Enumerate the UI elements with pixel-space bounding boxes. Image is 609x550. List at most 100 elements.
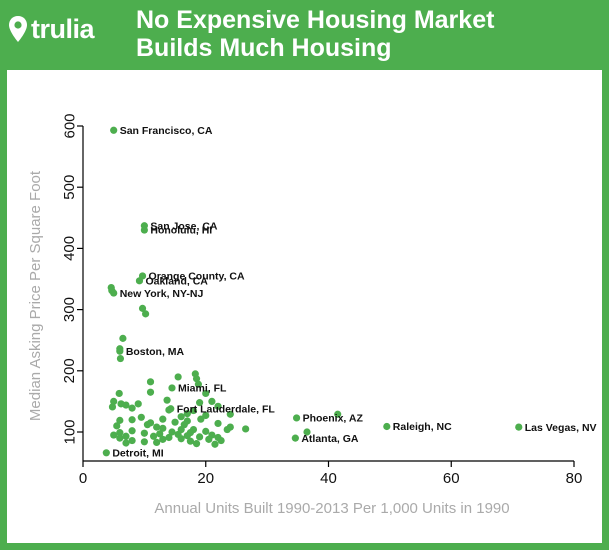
data-point [303, 428, 311, 436]
brand-name: trulia [31, 14, 95, 44]
data-point-labeled [383, 422, 391, 431]
data-point [146, 388, 155, 396]
data-point [177, 435, 185, 443]
title-line-1: No Expensive Housing Market [136, 6, 495, 34]
data-point [192, 375, 201, 383]
point-label: Honolulu, HI [150, 225, 212, 237]
data-point-labeled [168, 384, 176, 392]
point-label: Fort Lauderdale, FL [177, 403, 276, 415]
data-point [116, 429, 124, 437]
trulia-logo: trulia [8, 14, 95, 44]
data-point-labeled [110, 289, 118, 297]
data-point [211, 440, 219, 448]
data-point [159, 415, 167, 423]
data-point [149, 432, 158, 440]
title-line-2: Builds Much Housing [136, 34, 392, 62]
point-label: Raleigh, NC [393, 421, 452, 433]
chart-panel: 100 200 300 400 500 600 0 20 40 60 80 Annual Units … [7, 70, 602, 543]
data-point-labeled [167, 405, 175, 413]
data-point [116, 434, 124, 442]
point-label: Boston, MA [126, 346, 185, 358]
y-tick-label: 100 [61, 419, 78, 444]
data-point [171, 418, 179, 426]
data-point-labeled [116, 347, 124, 355]
y-tick-label: 600 [61, 113, 78, 138]
y-tick-label: 200 [61, 358, 78, 383]
data-point-labeled [135, 277, 144, 285]
data-point [153, 438, 161, 447]
data-point [223, 425, 231, 434]
data-point [128, 404, 136, 412]
data-point [217, 436, 225, 445]
x-tick-label: 80 [566, 470, 583, 487]
point-label: Phoenix, AZ [303, 413, 364, 425]
data-point [142, 310, 150, 318]
point-label: Oakland, CA [145, 276, 208, 288]
x-axis-title: Annual Units Built 1990-2013 Per 1,000 U… [154, 500, 509, 517]
axes: 100 200 300 400 500 600 0 20 40 60 80 Annual Units … [27, 113, 582, 517]
data-point-labeled [102, 449, 110, 457]
data-point [165, 433, 173, 442]
data-point [113, 422, 121, 430]
data-point [183, 432, 191, 440]
data-point [192, 440, 201, 448]
data-point [128, 416, 136, 424]
data-point [334, 410, 342, 418]
data-point [146, 378, 155, 386]
point-label: Orange County, CA [149, 271, 245, 283]
data-point [137, 413, 145, 421]
data-point [115, 389, 123, 398]
data-point [168, 428, 176, 436]
y-axis-title: Median Asking Price Per Square Foot [27, 170, 44, 421]
header-bar: trulia No Expensive Housing Market Build… [0, 0, 609, 70]
data-point [140, 438, 148, 446]
y-tick-label: 400 [61, 236, 78, 261]
x-tick-label: 40 [320, 470, 337, 487]
data-point [116, 354, 125, 363]
scatter-plot: 100 200 300 400 500 600 0 20 40 60 80 Annual Units … [27, 113, 597, 517]
data-point [140, 429, 148, 437]
chart-title: No Expensive Housing Market Builds Much … [136, 6, 606, 62]
data-point [153, 423, 161, 431]
data-point [122, 432, 130, 440]
point-label: Miami, FL [178, 383, 227, 395]
data-point [128, 436, 136, 445]
data-point [119, 334, 127, 342]
point-label: New York, NY-NJ [120, 288, 204, 300]
data-point [108, 403, 117, 411]
data-point [159, 435, 167, 443]
data-point [177, 413, 185, 421]
data-points [102, 126, 523, 457]
data-point [226, 410, 234, 418]
point-label: Las Vegas, NV [525, 422, 597, 434]
data-point-labeled [292, 414, 301, 422]
data-point [202, 389, 210, 398]
data-point [202, 411, 210, 420]
data-point [202, 427, 210, 435]
location-pin-icon [9, 16, 27, 42]
data-point [134, 400, 142, 408]
data-point [110, 397, 118, 405]
data-point [163, 396, 171, 404]
data-point [110, 431, 118, 439]
data-point [156, 430, 164, 438]
data-point [214, 402, 222, 410]
data-point [197, 415, 205, 423]
data-point [208, 397, 216, 405]
y-tick-label: 500 [61, 175, 78, 200]
data-point [242, 425, 250, 433]
point-label: Detroit, MI [112, 447, 163, 459]
data-point [116, 416, 124, 424]
data-point [214, 419, 222, 428]
data-point [159, 424, 167, 432]
data-point [143, 421, 152, 429]
data-point-labeled [515, 423, 523, 431]
data-point [183, 410, 191, 418]
point-label: San Jose, CA [150, 220, 218, 232]
y-tick-label: 300 [61, 297, 78, 322]
x-tick-label: 60 [443, 470, 460, 487]
data-point [122, 401, 130, 409]
point-label: Atlanta, GA [301, 433, 359, 445]
